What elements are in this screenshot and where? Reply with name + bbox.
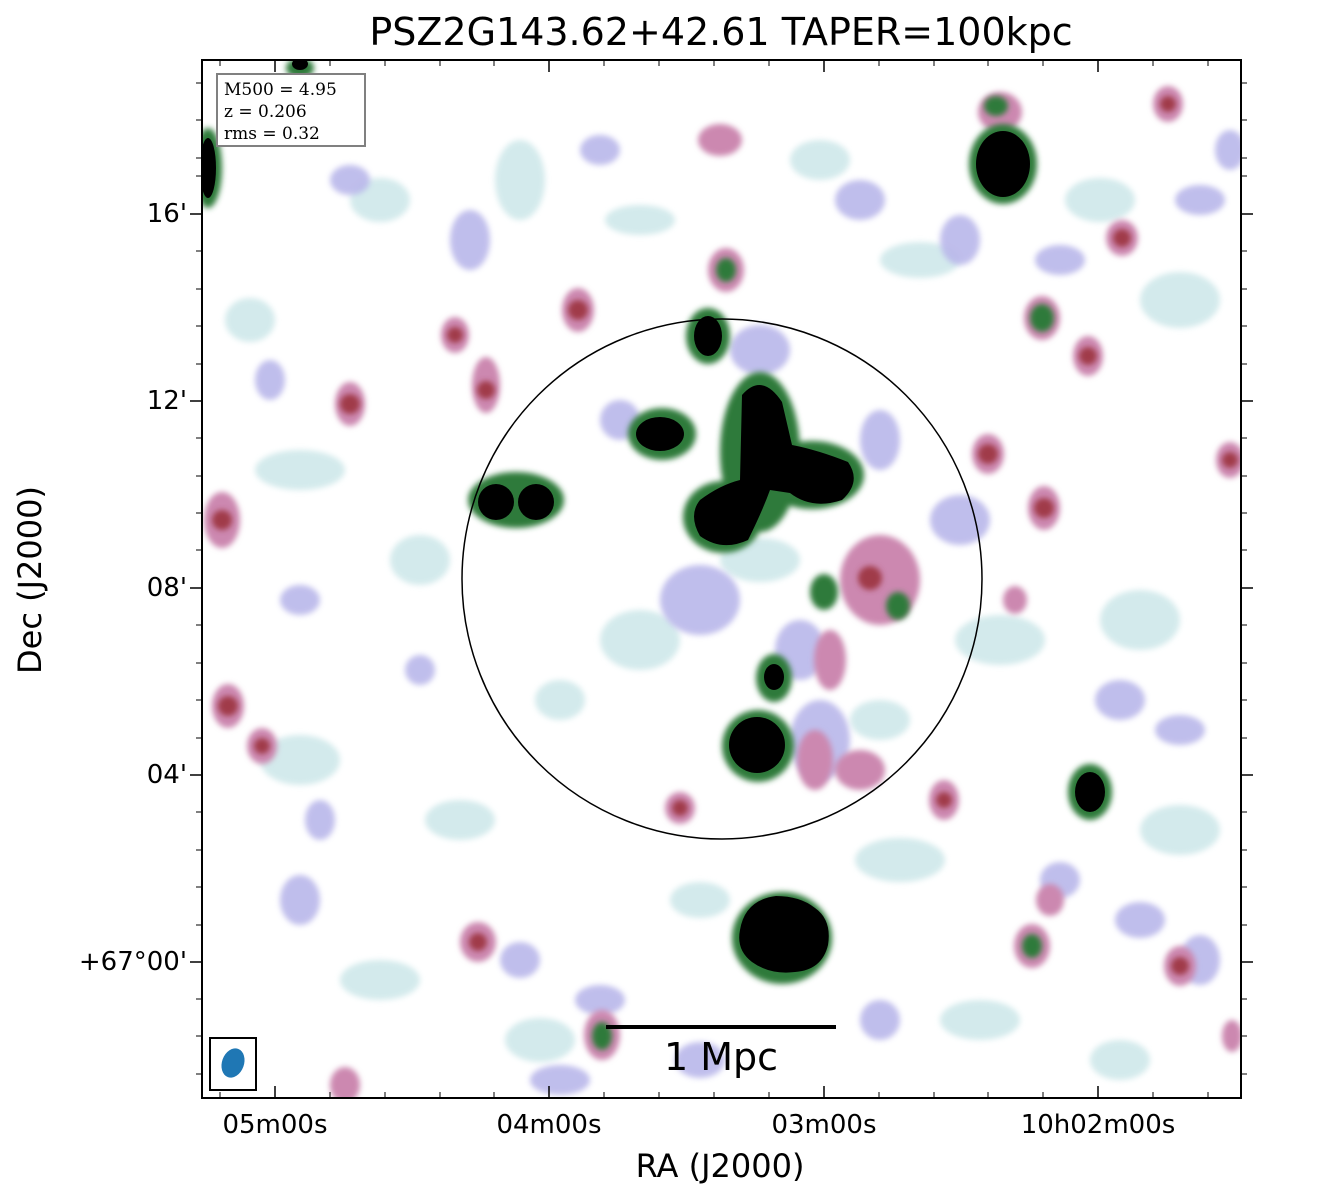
mass-label: M500 = 4.95 [224, 80, 337, 100]
source-edge-west [202, 138, 216, 198]
y-tick-label: 16' [146, 199, 187, 229]
beam-box [209, 1037, 257, 1091]
figure-title: PSZ2G143.62+42.61 TAPER=100kpc [369, 10, 1073, 54]
source-south [729, 717, 785, 773]
redshift-label: z = 0.206 [224, 102, 307, 122]
axes-frame [201, 59, 1242, 1099]
central-blob [694, 385, 854, 546]
axis-minor-ticks [196, 60, 1247, 1098]
x-axis-label: RA (J2000) [635, 1147, 805, 1185]
y-tick-label: 04' [146, 760, 187, 790]
source-west-b [518, 484, 554, 520]
y-axis-label: Dec (J2000) [11, 486, 49, 674]
source-west-a [478, 484, 514, 520]
source-north [694, 316, 722, 356]
source-central-west [636, 417, 684, 451]
high-emission-layer [212, 96, 1238, 975]
x-tick-label: 10h02m00s [1020, 1110, 1176, 1140]
info-box: M500 = 4.95 z = 0.206 rms = 0.32 [216, 73, 366, 147]
x-tick-label: 03m00s [771, 1110, 877, 1140]
source-east [1075, 772, 1105, 812]
source-south-bright [739, 896, 829, 973]
x-tick-label: 04m00s [496, 1110, 602, 1140]
scale-bar-label: 1 Mpc [663, 1035, 779, 1079]
source-south-small [764, 664, 784, 690]
y-tick-label: 12' [146, 386, 187, 416]
faint-noise-layer [220, 102, 1220, 1080]
source-ne [976, 131, 1030, 197]
x-tick-label: 05m00s [222, 1110, 328, 1140]
saturated-sources [202, 60, 1105, 973]
y-tick-label: +67°00' [78, 947, 187, 977]
radio-emission-image [202, 60, 1241, 1098]
source-edge-top [292, 60, 308, 70]
axis-ticks [190, 60, 1253, 1098]
r500-circle [461, 318, 983, 840]
y-tick-label: 08' [146, 573, 187, 603]
rms-label: rms = 0.32 [224, 124, 320, 144]
